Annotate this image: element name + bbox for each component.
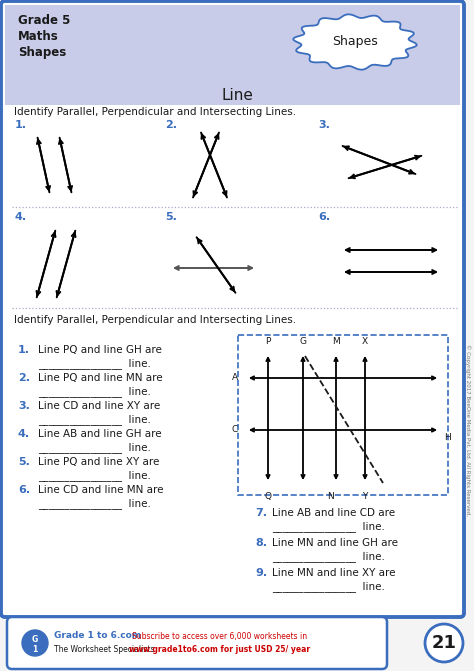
Text: A: A (232, 374, 238, 382)
FancyBboxPatch shape (7, 617, 387, 669)
Text: 7.: 7. (255, 508, 267, 518)
Text: © Copyright 2017 BeeOne Media Pvt. Ltd. All Rights Reserved.: © Copyright 2017 BeeOne Media Pvt. Ltd. … (465, 344, 471, 516)
Text: Grade 1 to 6.com: Grade 1 to 6.com (54, 631, 141, 641)
Text: N: N (328, 492, 334, 501)
Text: Line PQ and line GH are: Line PQ and line GH are (38, 345, 162, 355)
Text: ________________  line.: ________________ line. (38, 442, 151, 453)
Text: www.grade1to6.com for just USD 25/ year: www.grade1to6.com for just USD 25/ year (129, 646, 310, 654)
Text: Line AB and line CD are: Line AB and line CD are (272, 508, 395, 518)
Text: Line MN and line XY are: Line MN and line XY are (272, 568, 395, 578)
Text: 5.: 5. (165, 212, 177, 222)
FancyBboxPatch shape (1, 1, 464, 617)
Text: ________________  line.: ________________ line. (272, 551, 385, 562)
Text: 4.: 4. (15, 212, 27, 222)
Text: 6.: 6. (18, 485, 30, 495)
Text: Line PQ and line XY are: Line PQ and line XY are (38, 457, 159, 467)
Text: 2.: 2. (18, 373, 30, 383)
Text: G: G (32, 635, 38, 645)
Text: 3.: 3. (318, 120, 330, 130)
Text: 1.: 1. (18, 345, 30, 355)
Text: Identify Parallel, Perpendicular and Intersecting Lines.: Identify Parallel, Perpendicular and Int… (14, 107, 296, 117)
FancyBboxPatch shape (238, 335, 448, 495)
Text: Grade 5: Grade 5 (18, 14, 70, 27)
Text: The Worksheet Specialists: The Worksheet Specialists (54, 646, 155, 654)
Text: 8.: 8. (255, 538, 267, 548)
Text: Identify Parallel, Perpendicular and Intersecting Lines.: Identify Parallel, Perpendicular and Int… (14, 315, 296, 325)
Text: Y: Y (362, 492, 368, 501)
Text: 2.: 2. (165, 120, 177, 130)
Circle shape (22, 630, 48, 656)
Text: 1: 1 (32, 645, 37, 654)
Text: Subscribe to access over 6,000 worksheets in: Subscribe to access over 6,000 worksheet… (132, 631, 308, 641)
Text: Shapes: Shapes (18, 46, 66, 59)
Text: H: H (444, 433, 451, 442)
Bar (5, 83, 460, 105)
Text: Line PQ and line MN are: Line PQ and line MN are (38, 373, 163, 383)
Text: Line CD and line XY are: Line CD and line XY are (38, 401, 160, 411)
Text: 1.: 1. (15, 120, 27, 130)
Text: Shapes: Shapes (332, 36, 378, 48)
Text: X: X (362, 337, 368, 346)
Text: Q: Q (264, 492, 272, 501)
Text: 4.: 4. (18, 429, 30, 439)
Text: C: C (232, 425, 238, 435)
Text: ________________  line.: ________________ line. (38, 470, 151, 481)
Text: 21: 21 (431, 634, 456, 652)
Text: 9.: 9. (255, 568, 267, 578)
Text: ________________  line.: ________________ line. (38, 414, 151, 425)
Text: ________________  line.: ________________ line. (272, 581, 385, 592)
Text: 6.: 6. (318, 212, 330, 222)
Text: ________________  line.: ________________ line. (38, 498, 151, 509)
Text: P: P (265, 337, 271, 346)
Polygon shape (293, 14, 417, 70)
Text: ________________  line.: ________________ line. (272, 521, 385, 532)
Text: Line: Line (221, 87, 253, 103)
Text: 5.: 5. (18, 457, 30, 467)
Text: Line AB and line GH are: Line AB and line GH are (38, 429, 162, 439)
Text: Line MN and line GH are: Line MN and line GH are (272, 538, 398, 548)
Text: Line CD and line MN are: Line CD and line MN are (38, 485, 164, 495)
Text: M: M (332, 337, 340, 346)
Circle shape (425, 624, 463, 662)
Text: Maths: Maths (18, 30, 59, 43)
Text: 3.: 3. (18, 401, 30, 411)
Text: G: G (300, 337, 307, 346)
Text: ________________  line.: ________________ line. (38, 358, 151, 369)
Bar (5, 5, 460, 83)
Text: ________________  line.: ________________ line. (38, 386, 151, 397)
